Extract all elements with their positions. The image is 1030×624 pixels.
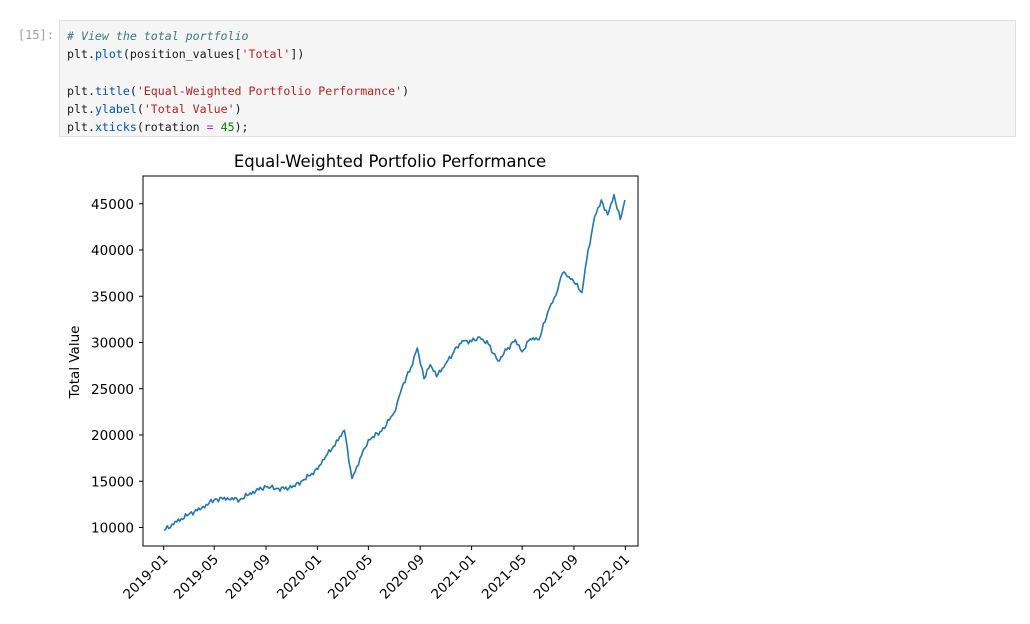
code-token: . [87, 47, 95, 62]
x-tick-label: 2020-05 [325, 552, 376, 603]
code-token: # View the total portfolio [67, 29, 249, 43]
code-token: ]) [290, 47, 305, 62]
y-tick-label: 15000 [91, 474, 134, 490]
line-chart: Equal-Weighted Portfolio Performance Tot… [67, 152, 639, 603]
code-token: plt [67, 119, 88, 134]
code-line [67, 63, 409, 81]
y-tick-label: 30000 [91, 336, 134, 352]
code-token: ylabel [94, 101, 137, 116]
code-token: ( [136, 101, 144, 116]
code-line: plt.title('Equal-Weighted Portfolio Perf… [67, 82, 409, 100]
x-tick-label: 2021-05 [479, 552, 530, 603]
code-token: ) [402, 83, 410, 98]
cell-prompt: [15]: [17, 28, 54, 42]
chart-title: Equal-Weighted Portfolio Performance [234, 152, 546, 171]
code-token: 'Equal-Weighted Portfolio Performance' [136, 83, 403, 98]
y-tick-label: 10000 [91, 521, 134, 537]
code-token: title [94, 83, 130, 98]
x-tick-label: 2020-01 [274, 552, 325, 603]
code-line: # View the total portfolio [67, 27, 409, 45]
x-tick-label: 2021-09 [531, 552, 582, 603]
chart-ylabel: Total Value [67, 326, 83, 400]
code-token: 'Total Value' [143, 101, 235, 116]
x-tick-label: 2022-01 [582, 552, 633, 603]
code-cell-editor[interactable]: # View the total portfolio plt.plot(posit… [59, 20, 1016, 137]
code-token: 'Total' [241, 47, 291, 62]
code-token: 45 [220, 119, 235, 134]
code-token: ) [234, 101, 242, 116]
code-token: plt [67, 83, 88, 98]
x-tick-label: 2020-09 [377, 552, 428, 603]
code-line: plt.plot(position_values['Total']) [67, 45, 409, 63]
code-token: (position_values[ [122, 47, 242, 62]
x-axis: 2019-01 2019-05 2019-09 2020-01 2020-05 2020-… [120, 546, 633, 603]
y-tick-label: 45000 [91, 197, 134, 213]
code-token: (rotation [136, 119, 207, 134]
code-token: plt [67, 101, 88, 116]
code-line: plt.xticks(rotation = 45); [67, 118, 409, 136]
axes-frame [142, 175, 639, 547]
code-token: ); [234, 119, 249, 134]
code-token [214, 120, 221, 134]
code-token: . [87, 83, 95, 98]
x-tick-label: 2019-09 [223, 552, 274, 603]
x-tick-label: 2019-05 [171, 552, 222, 603]
x-tick-label: 2019-01 [120, 552, 171, 603]
y-tick-label: 35000 [91, 289, 134, 305]
y-tick-label: 20000 [91, 428, 134, 444]
code-editor-text[interactable]: # View the total portfolio plt.plot(posit… [67, 27, 409, 136]
code-token: xticks [94, 119, 137, 134]
y-tick-label: 25000 [91, 382, 134, 398]
code-token: . [87, 101, 95, 116]
code-token: plot [94, 47, 123, 62]
code-token: plt [67, 47, 88, 62]
y-tick-label: 40000 [91, 243, 134, 259]
code-token: . [87, 119, 95, 134]
code-token: ( [129, 83, 137, 98]
series-line-total [163, 193, 626, 531]
code-token: = [206, 119, 214, 134]
x-tick-label: 2021-01 [428, 552, 479, 603]
cell-output: Equal-Weighted Portfolio Performance Tot… [59, 140, 699, 620]
code-line: plt.ylabel('Total Value') [67, 100, 409, 118]
y-axis: 10000 15000 20000 25000 30000 35000 40000 45000 [91, 197, 143, 537]
